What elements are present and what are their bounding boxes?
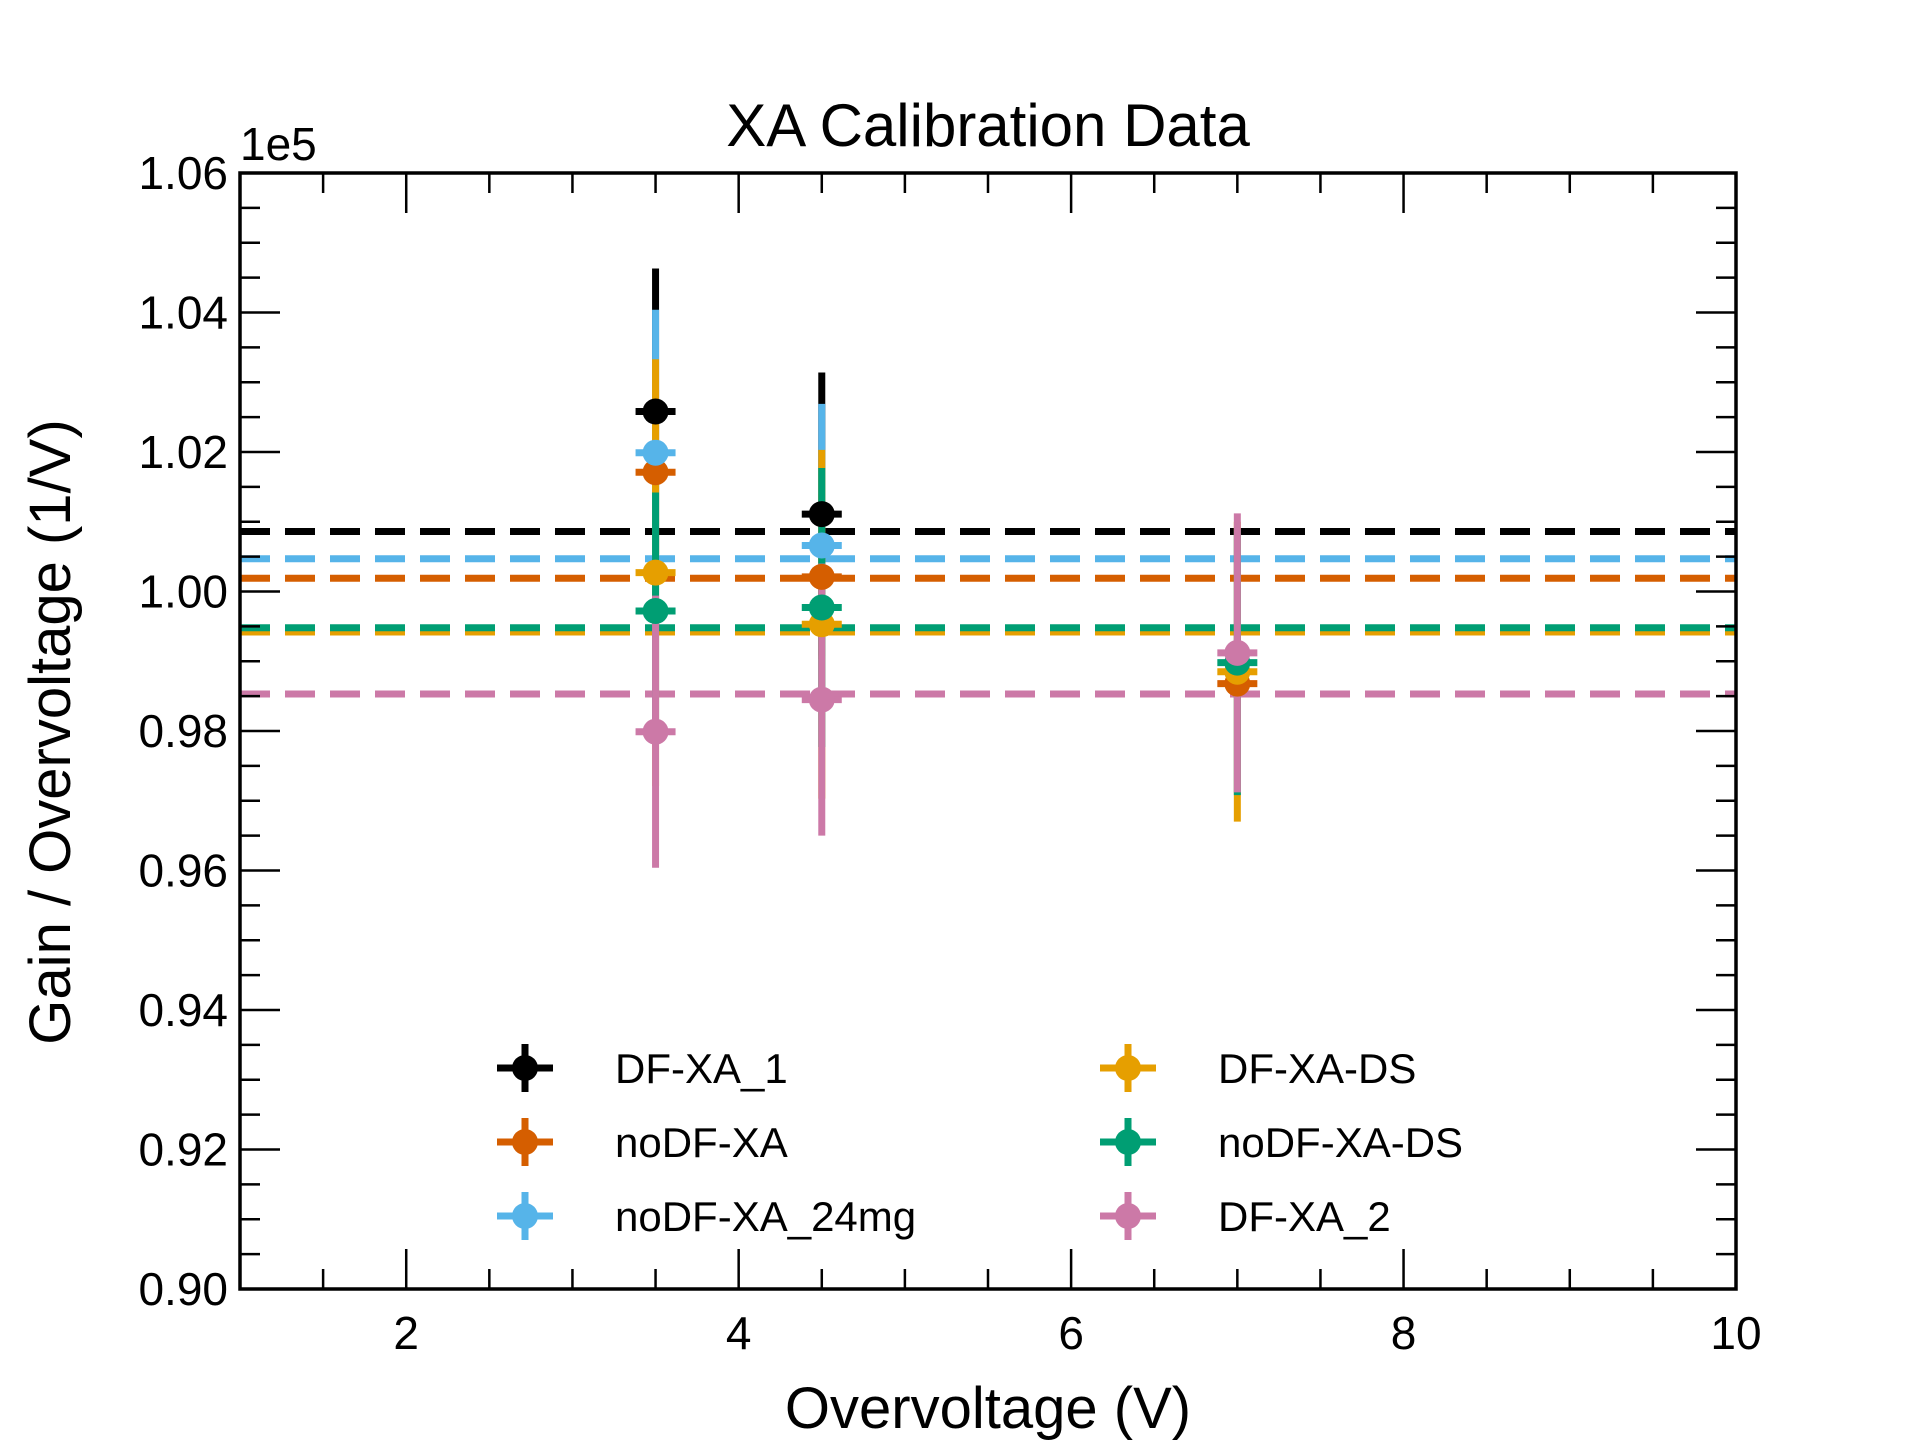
legend-label: noDF-XA (615, 1119, 788, 1166)
legend-item: DF-XA-DS (1100, 1044, 1416, 1092)
legend-item: noDF-XA_24mg (497, 1192, 916, 1240)
y-tick-label: 1.02 (138, 426, 228, 478)
legend-label: DF-XA_2 (1218, 1193, 1391, 1240)
y-tick-label: 0.92 (138, 1124, 228, 1176)
data-point-noDF-XA_24mg (808, 532, 835, 559)
chart-title: XA Calibration Data (726, 92, 1250, 159)
y-tick-label: 1.06 (138, 147, 228, 199)
data-point-DF-XA_2 (808, 686, 835, 713)
legend-marker-dot (1115, 1055, 1141, 1081)
legend-marker-dot (512, 1203, 538, 1229)
legend-item: DF-XA_1 (497, 1044, 788, 1092)
legend-label: noDF-XA-DS (1218, 1119, 1463, 1166)
data-point-noDF-XA_24mg (642, 439, 669, 466)
x-tick-label: 10 (1710, 1307, 1761, 1359)
y-tick-label: 1.04 (138, 287, 228, 339)
legend: DF-XA_1 noDF-XA noDF-XA_24mg DF-XA-DS noDF-X… (497, 1044, 1463, 1240)
legend-marker-dot (1115, 1203, 1141, 1229)
y-tick-label: 0.90 (138, 1263, 228, 1315)
axis-ticks (238, 171, 1738, 1291)
plot-frame (238, 171, 1738, 1291)
data-point-DF-XA_1 (642, 398, 669, 425)
legend-marker-dot (512, 1055, 538, 1081)
y-tick-label: 0.98 (138, 705, 228, 757)
data-point-noDF-XA-DS (642, 598, 669, 625)
legend-label: DF-XA-DS (1218, 1045, 1416, 1092)
tick-labels: 2 4 6 8 10 0.90 0.92 0.94 0.96 0.98 1.00 1.02 1.04 1.… (138, 147, 1761, 1359)
data-point-noDF-XA-DS (808, 594, 835, 621)
data-point-DF-XA_2 (642, 718, 669, 745)
y-tick-label: 1.00 (138, 566, 228, 618)
x-tick-label: 8 (1391, 1307, 1417, 1359)
y-tick-label: 0.94 (138, 984, 228, 1036)
legend-label: DF-XA_1 (615, 1045, 788, 1092)
data-point-DF-XA_2 (1224, 639, 1251, 666)
y-axis-label: Gain / Overvoltage (1/V) (18, 419, 83, 1044)
x-axis-label: Overvoltage (V) (785, 1376, 1191, 1440)
y-tick-label: 0.96 (138, 845, 228, 897)
legend-label: noDF-XA_24mg (615, 1193, 916, 1240)
data-points (642, 398, 1251, 745)
legend-marker-dot (1115, 1129, 1141, 1155)
data-point-noDF-XA (808, 563, 835, 590)
legend-item: noDF-XA (497, 1118, 788, 1166)
data-point-DF-XA_1 (808, 501, 835, 528)
legend-marker-dot (512, 1129, 538, 1155)
x-tick-label: 4 (726, 1307, 752, 1359)
legend-item: DF-XA_2 (1100, 1192, 1391, 1240)
y-multiplier-label: 1e5 (240, 118, 317, 170)
x-tick-label: 2 (393, 1307, 419, 1359)
data-point-noDF-XA (642, 459, 669, 486)
legend-item: noDF-XA-DS (1100, 1118, 1463, 1166)
mean-lines (240, 528, 1736, 698)
data-point-DF-XA-DS (642, 559, 669, 586)
x-tick-label: 6 (1058, 1307, 1084, 1359)
